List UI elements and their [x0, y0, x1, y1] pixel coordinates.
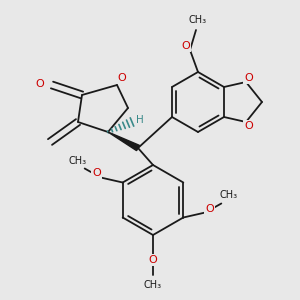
Text: O: O [148, 255, 158, 265]
Text: O: O [244, 121, 253, 131]
Text: O: O [182, 41, 190, 51]
Text: CH₃: CH₃ [189, 15, 207, 25]
Polygon shape [108, 132, 140, 151]
Text: O: O [205, 203, 214, 214]
Text: CH₃: CH₃ [69, 155, 87, 166]
Text: O: O [118, 73, 126, 83]
Text: O: O [36, 79, 44, 89]
Text: H: H [136, 115, 144, 125]
Text: CH₃: CH₃ [144, 280, 162, 290]
Text: CH₃: CH₃ [219, 190, 237, 200]
Text: O: O [92, 169, 101, 178]
Text: O: O [244, 73, 253, 83]
